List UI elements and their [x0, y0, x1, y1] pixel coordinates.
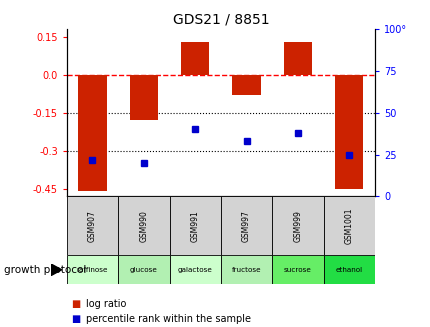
Text: GSM990: GSM990: [139, 210, 148, 242]
Text: sucrose: sucrose: [283, 267, 311, 273]
Bar: [181, 42, 209, 75]
Bar: [323, 196, 374, 255]
Bar: [78, 75, 106, 191]
Text: log ratio: log ratio: [86, 299, 126, 309]
Bar: [67, 255, 118, 284]
Text: raffinose: raffinose: [77, 267, 108, 273]
Text: galactose: galactose: [177, 267, 212, 273]
Text: GSM1001: GSM1001: [344, 207, 353, 244]
Text: GSM991: GSM991: [190, 210, 199, 242]
Bar: [272, 196, 323, 255]
Text: ethanol: ethanol: [335, 267, 362, 273]
Polygon shape: [51, 264, 61, 276]
Bar: [335, 75, 362, 189]
Text: percentile rank within the sample: percentile rank within the sample: [86, 314, 251, 324]
Text: GSM907: GSM907: [88, 210, 97, 242]
Bar: [67, 196, 118, 255]
Title: GDS21 / 8851: GDS21 / 8851: [172, 13, 269, 27]
Bar: [169, 255, 220, 284]
Bar: [221, 255, 272, 284]
Text: ■: ■: [71, 299, 80, 309]
Bar: [129, 75, 158, 120]
Bar: [272, 255, 323, 284]
Text: GSM997: GSM997: [242, 210, 251, 242]
Bar: [232, 75, 260, 95]
Text: ■: ■: [71, 314, 80, 324]
Bar: [323, 255, 374, 284]
Bar: [169, 196, 220, 255]
Bar: [283, 42, 311, 75]
Text: fructose: fructose: [231, 267, 261, 273]
Text: GSM999: GSM999: [293, 210, 302, 242]
Text: growth protocol: growth protocol: [4, 265, 86, 275]
Bar: [221, 196, 272, 255]
Text: glucose: glucose: [129, 267, 157, 273]
Bar: [118, 196, 169, 255]
Bar: [118, 255, 169, 284]
